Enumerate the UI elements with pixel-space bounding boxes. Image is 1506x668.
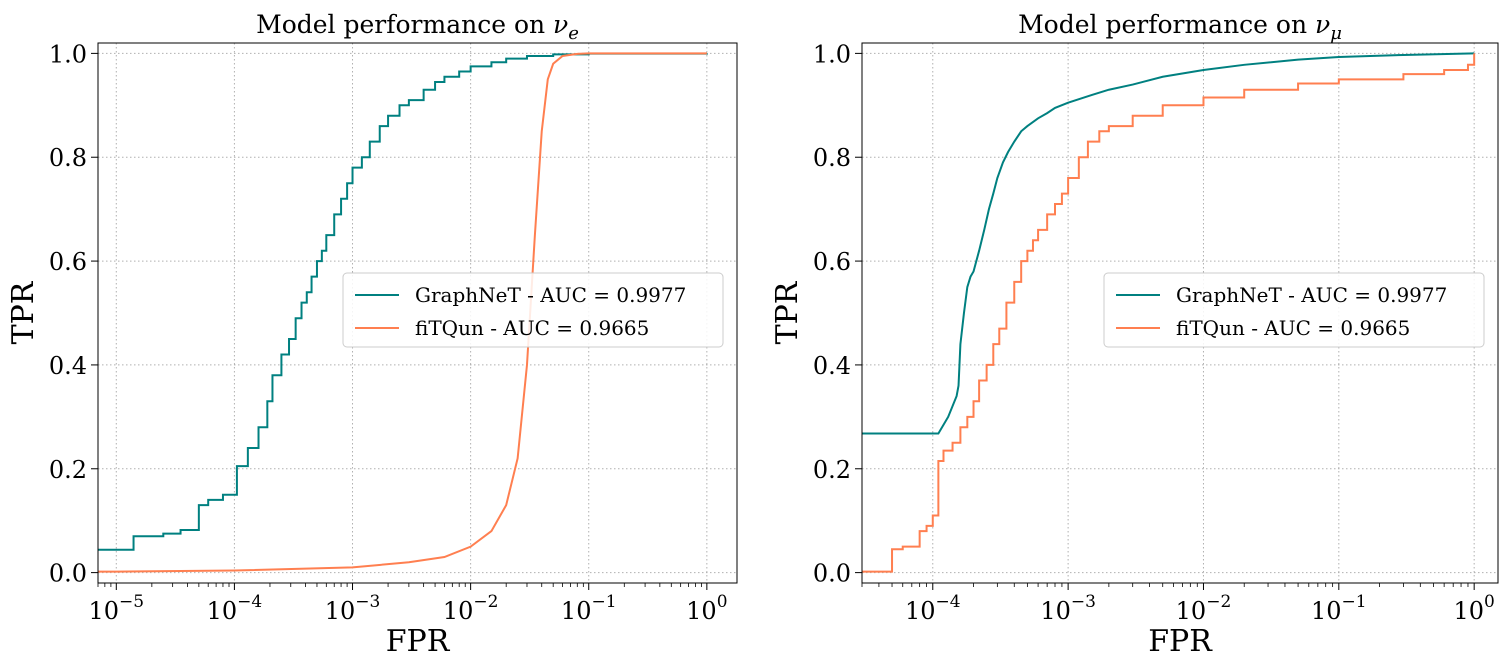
legend-entry: fiTQun - AUC = 0.9665	[1176, 316, 1410, 340]
x-tick-label: 10−5	[88, 592, 144, 625]
y-tick-label: 0.6	[49, 248, 87, 276]
legend-entry: fiTQun - AUC = 0.9665	[415, 316, 649, 340]
chart-nu-mu: 10−4 10−3 10−2 10−1 100 0.0 0.2 0.4 0.6 0.8 1.0 FPR…	[770, 10, 1499, 659]
y-tick-label: 0.4	[813, 352, 851, 380]
x-tick-label: 10−3	[325, 592, 381, 625]
plot-frame	[97, 42, 738, 584]
y-axis-label: TPR	[770, 280, 805, 344]
chart-title: Model performance on νμ	[1018, 10, 1342, 44]
plot-frame	[861, 42, 1499, 584]
series-line-1	[862, 53, 1476, 573]
y-tick-label: 0.8	[49, 144, 87, 172]
series-line-1	[98, 52, 707, 573]
x-tick-label: 10−2	[443, 592, 499, 625]
legend-entry: GraphNeT - AUC = 0.9977	[1176, 283, 1447, 307]
chart-nu-e: 10−5 10−4 10−3 10−2 10−1 100 0.0 0.2 0.4 0.6 0.8 1.…	[6, 10, 738, 659]
y-tick-label: 1.0	[813, 40, 851, 68]
x-tick-label: 10−1	[1311, 592, 1367, 625]
y-tick-label: 0.4	[49, 352, 87, 380]
x-axis-label: FPR	[386, 624, 451, 659]
legend-box	[342, 272, 724, 348]
x-tick-label: 10−4	[207, 592, 263, 625]
x-tick-label: 10−2	[1176, 592, 1232, 625]
y-tick-label: 0.0	[49, 560, 87, 588]
x-tick-label: 10−1	[561, 592, 617, 625]
x-tick-label: 10−3	[1040, 592, 1096, 625]
series-line-0	[862, 52, 1475, 435]
legend-box	[1103, 272, 1485, 348]
y-axis-label: TPR	[6, 280, 41, 344]
y-tick-label: 1.0	[49, 40, 87, 68]
y-tick-label: 0.6	[813, 248, 851, 276]
legend: GraphNeT - AUC = 0.9977 fiTQun - AUC = 0.…	[1103, 272, 1485, 348]
series-line-0	[98, 52, 708, 551]
chart-title: Model performance on νe	[256, 10, 579, 44]
x-tick-label: 100	[686, 592, 727, 625]
legend: GraphNeT - AUC = 0.9977 fiTQun - AUC = 0.…	[342, 272, 724, 348]
y-tick-label: 0.0	[813, 560, 851, 588]
x-tick-label: 10−4	[905, 592, 961, 625]
y-tick-label: 0.2	[813, 456, 851, 484]
x-tick-label: 100	[1453, 592, 1494, 625]
y-tick-label: 0.2	[49, 456, 87, 484]
x-axis-label: FPR	[1148, 624, 1213, 659]
y-tick-label: 0.8	[813, 144, 851, 172]
legend-entry: GraphNeT - AUC = 0.9977	[415, 283, 686, 307]
